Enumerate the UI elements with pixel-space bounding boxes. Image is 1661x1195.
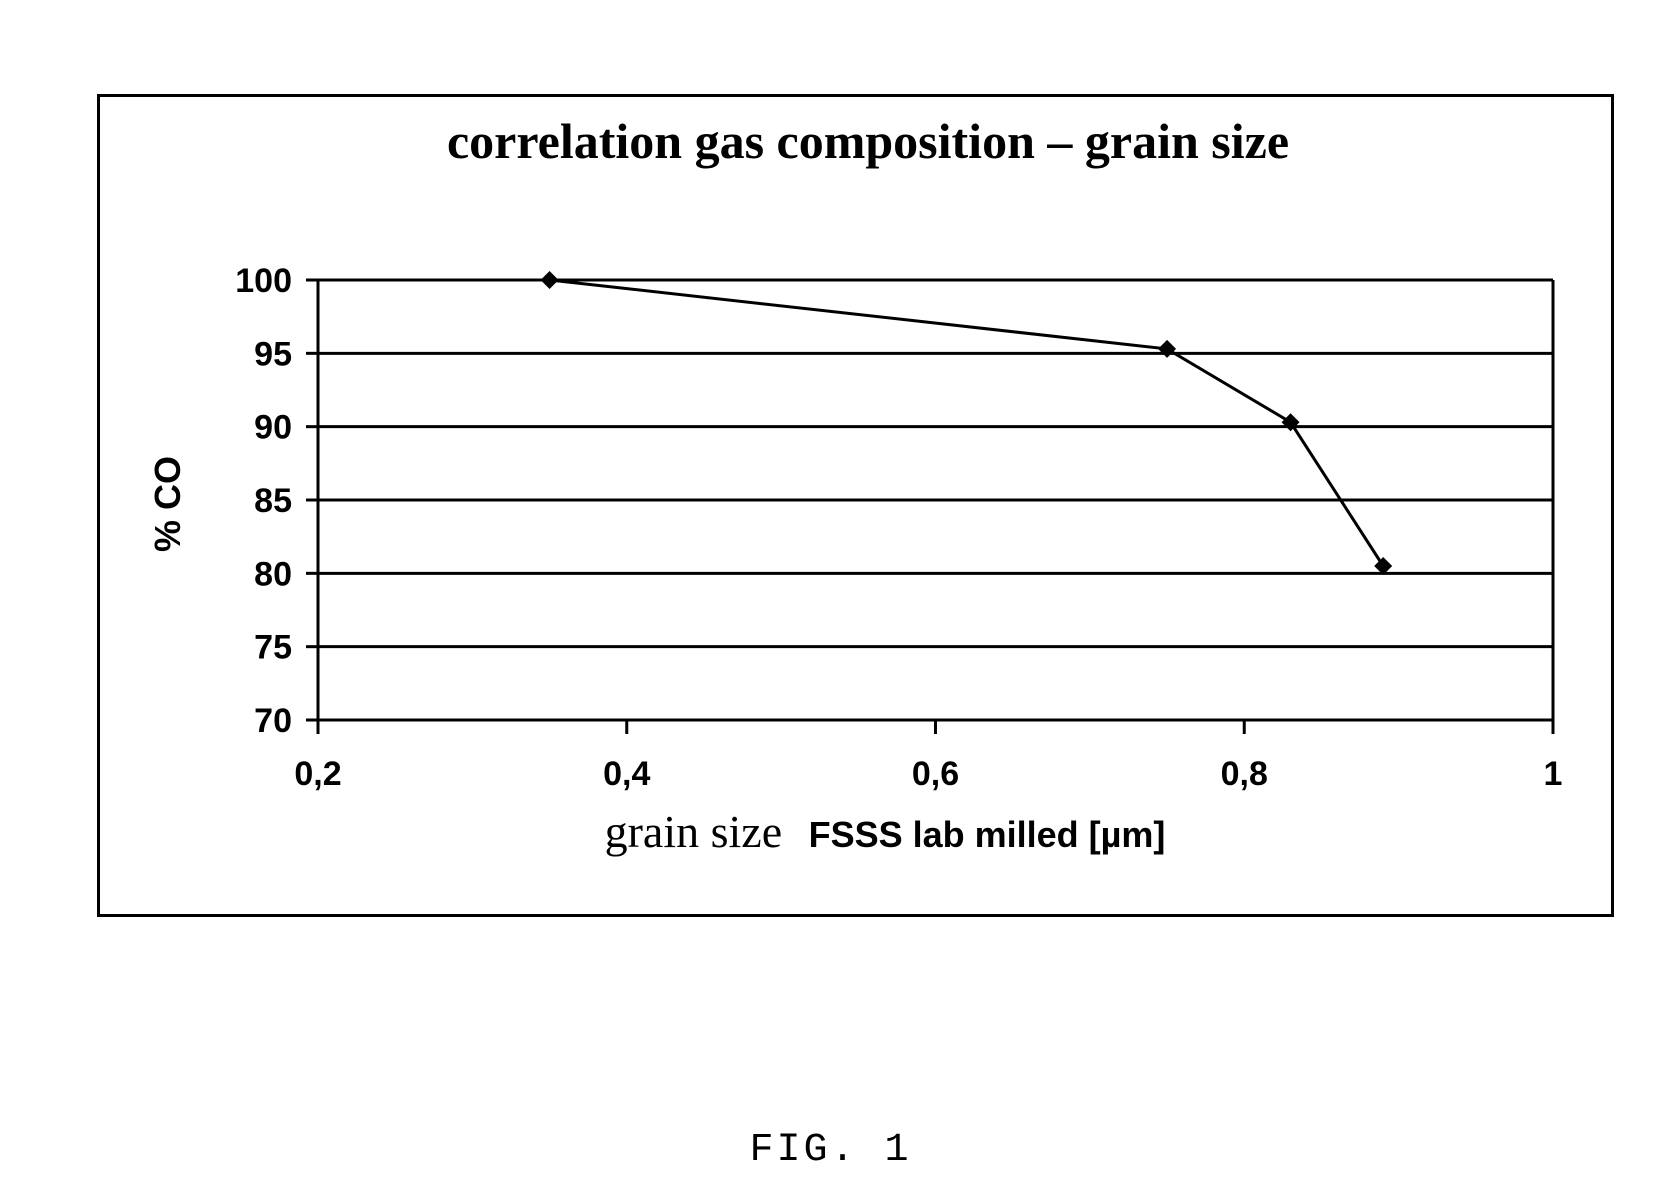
x-tick-label: 0,4	[603, 755, 650, 793]
y-axis-label: % CO	[147, 456, 188, 552]
data-point-marker	[1282, 413, 1300, 431]
y-tick-label: 70	[254, 702, 292, 740]
chart: correlation gas composition – grain size…	[0, 0, 1661, 1000]
x-tick-label: 0,6	[912, 755, 959, 793]
x-tick-label: 0,2	[294, 755, 341, 793]
x-axis-label: grain size FSSS lab milled [µm]	[605, 806, 1166, 857]
x-tick-label: 0,8	[1221, 755, 1268, 793]
x-axis-label-part: grain size	[605, 806, 783, 857]
y-tick-label: 75	[254, 629, 292, 667]
y-tick-label: 80	[254, 555, 292, 593]
x-axis-label-part: FSSS lab milled [µm]	[809, 814, 1166, 855]
series-line	[550, 280, 1384, 566]
plot-area: 70 75 80 85 90 95 100 0,2 0,4 0,6 0,8 1	[235, 262, 1562, 793]
y-tick-label: 90	[254, 409, 292, 447]
data-point-marker	[1158, 340, 1176, 358]
figure-caption: FIG. 1	[0, 1128, 1661, 1173]
y-tick-label: 85	[254, 482, 292, 520]
y-tick-label: 95	[254, 335, 292, 373]
y-tick-label: 100	[235, 262, 292, 300]
data-point-marker	[541, 271, 559, 289]
x-tick-label: 1	[1544, 755, 1563, 793]
chart-title: correlation gas composition – grain size	[447, 113, 1289, 169]
